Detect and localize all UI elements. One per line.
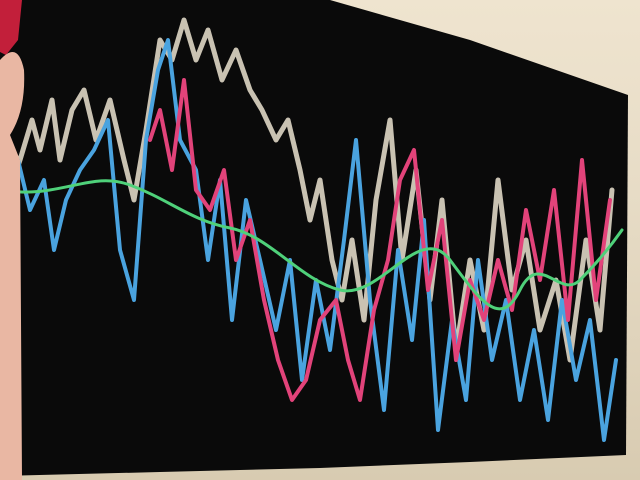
green-glitter-line xyxy=(0,179,624,311)
blue-glitter-line xyxy=(4,38,618,442)
hand-left xyxy=(0,52,25,480)
silver-glitter-line xyxy=(7,17,615,363)
pink-glitter-line xyxy=(148,78,612,402)
red-corner xyxy=(0,0,22,55)
black-fabric xyxy=(0,0,628,476)
